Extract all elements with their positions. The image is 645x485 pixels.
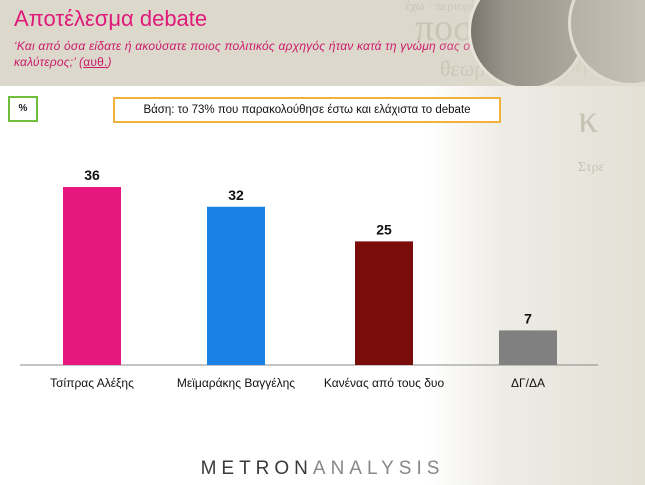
brand-logo-part2: ANALYSIS	[312, 458, 445, 479]
question-link[interactable]: αυθ.	[83, 55, 108, 69]
category-label-3: Κανένας από τους δυο	[324, 376, 445, 390]
category-label-2: Μεϊμαράκης Βαγγέλης	[177, 376, 295, 390]
decorative-watermark-text: κ	[578, 96, 599, 141]
survey-question: ‘Και από όσα είδατε ή ακούσατε ποιος πολ…	[14, 38, 484, 70]
data-label-4: 7	[524, 310, 532, 326]
decorative-side-fade: κ Στρε	[428, 0, 645, 485]
question-end: )	[107, 55, 112, 69]
brand-logo-part1: METRON	[200, 458, 313, 479]
bar-2	[207, 206, 265, 365]
bar-4	[499, 330, 557, 365]
data-label-1: 36	[84, 167, 100, 183]
category-label-4: ΔΓ/ΔΑ	[511, 376, 545, 390]
category-label-1: Τσίπρας Αλέξης	[50, 376, 134, 390]
page-title: Αποτέλεσμα debate	[14, 6, 208, 31]
brand-logo: METRONANALYSIS	[0, 458, 645, 480]
bar-3	[355, 241, 413, 365]
bar-1	[63, 187, 121, 365]
unit-badge: %	[8, 96, 38, 122]
base-note: Βάση: το 73% που παρακολούθησε έστω και …	[113, 97, 501, 123]
data-label-2: 32	[228, 187, 244, 203]
question-text: ‘Και από όσα είδατε ή ακούσατε ποιος πολ…	[14, 39, 471, 69]
decorative-watermark-text: Στρε	[578, 160, 605, 175]
data-label-3: 25	[376, 221, 392, 237]
